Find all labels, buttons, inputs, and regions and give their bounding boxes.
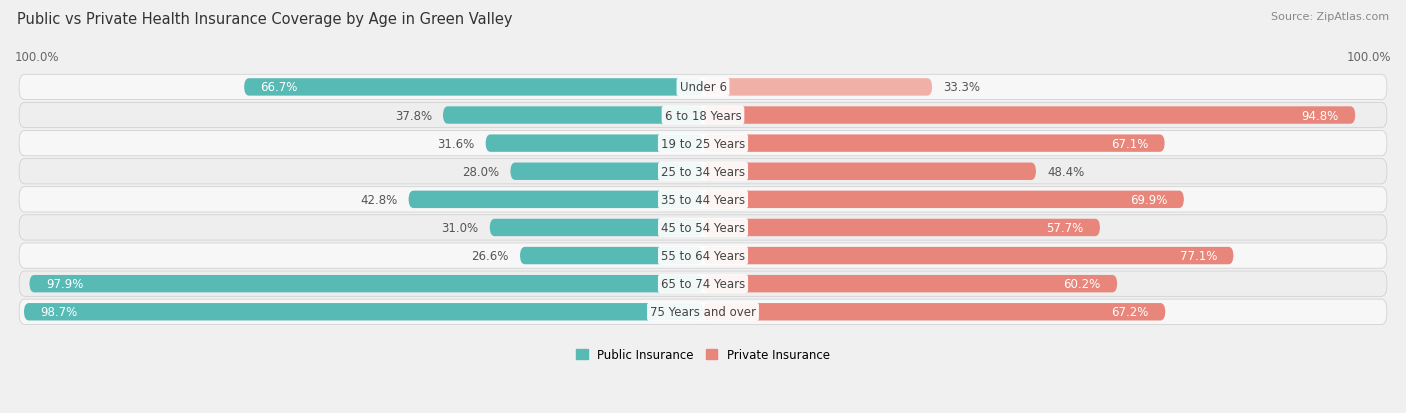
FancyBboxPatch shape — [20, 243, 1386, 268]
FancyBboxPatch shape — [443, 107, 703, 124]
FancyBboxPatch shape — [703, 163, 1036, 180]
Text: Source: ZipAtlas.com: Source: ZipAtlas.com — [1271, 12, 1389, 22]
Text: 19 to 25 Years: 19 to 25 Years — [661, 137, 745, 150]
FancyBboxPatch shape — [24, 303, 703, 321]
Text: 60.2%: 60.2% — [1063, 278, 1101, 290]
FancyBboxPatch shape — [20, 215, 1386, 240]
Text: 100.0%: 100.0% — [15, 51, 59, 64]
FancyBboxPatch shape — [20, 187, 1386, 212]
Text: 33.3%: 33.3% — [943, 81, 980, 94]
Text: 100.0%: 100.0% — [1347, 51, 1391, 64]
FancyBboxPatch shape — [20, 159, 1386, 185]
FancyBboxPatch shape — [20, 271, 1386, 297]
Text: 26.6%: 26.6% — [471, 249, 509, 262]
Text: 25 to 34 Years: 25 to 34 Years — [661, 165, 745, 178]
Text: 94.8%: 94.8% — [1302, 109, 1339, 122]
FancyBboxPatch shape — [20, 299, 1386, 325]
Text: 42.8%: 42.8% — [360, 193, 398, 206]
FancyBboxPatch shape — [703, 219, 1099, 237]
Text: 45 to 54 Years: 45 to 54 Years — [661, 221, 745, 235]
FancyBboxPatch shape — [489, 219, 703, 237]
Text: 6 to 18 Years: 6 to 18 Years — [665, 109, 741, 122]
FancyBboxPatch shape — [703, 275, 1118, 293]
FancyBboxPatch shape — [510, 163, 703, 180]
FancyBboxPatch shape — [703, 135, 1164, 152]
FancyBboxPatch shape — [485, 135, 703, 152]
FancyBboxPatch shape — [520, 247, 703, 265]
Text: 65 to 74 Years: 65 to 74 Years — [661, 278, 745, 290]
Text: 67.1%: 67.1% — [1111, 137, 1149, 150]
Text: 75 Years and over: 75 Years and over — [650, 306, 756, 318]
Text: 67.2%: 67.2% — [1112, 306, 1149, 318]
Text: 77.1%: 77.1% — [1180, 249, 1218, 262]
Text: 97.9%: 97.9% — [46, 278, 83, 290]
FancyBboxPatch shape — [20, 131, 1386, 157]
Text: 37.8%: 37.8% — [395, 109, 432, 122]
Text: 48.4%: 48.4% — [1047, 165, 1084, 178]
FancyBboxPatch shape — [703, 79, 932, 96]
Text: 69.9%: 69.9% — [1130, 193, 1167, 206]
FancyBboxPatch shape — [30, 275, 703, 293]
Text: 35 to 44 Years: 35 to 44 Years — [661, 193, 745, 206]
FancyBboxPatch shape — [20, 103, 1386, 128]
Text: Under 6: Under 6 — [679, 81, 727, 94]
Text: 57.7%: 57.7% — [1046, 221, 1084, 235]
Text: 31.0%: 31.0% — [441, 221, 478, 235]
FancyBboxPatch shape — [409, 191, 703, 209]
Text: 55 to 64 Years: 55 to 64 Years — [661, 249, 745, 262]
FancyBboxPatch shape — [245, 79, 703, 96]
FancyBboxPatch shape — [703, 107, 1355, 124]
FancyBboxPatch shape — [20, 75, 1386, 100]
Text: 28.0%: 28.0% — [463, 165, 499, 178]
Text: 31.6%: 31.6% — [437, 137, 475, 150]
Legend: Public Insurance, Private Insurance: Public Insurance, Private Insurance — [571, 343, 835, 366]
Text: 66.7%: 66.7% — [260, 81, 298, 94]
Text: Public vs Private Health Insurance Coverage by Age in Green Valley: Public vs Private Health Insurance Cover… — [17, 12, 512, 27]
FancyBboxPatch shape — [703, 303, 1166, 321]
FancyBboxPatch shape — [703, 191, 1184, 209]
Text: 98.7%: 98.7% — [41, 306, 77, 318]
FancyBboxPatch shape — [703, 247, 1233, 265]
